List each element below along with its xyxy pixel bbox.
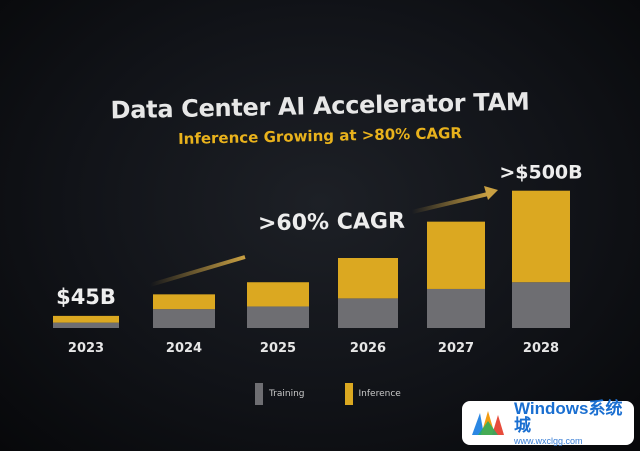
- trend-arrow-right: [411, 192, 489, 214]
- x-tick-label-2024: 2024: [166, 341, 202, 356]
- data-label-2028: >$500B: [499, 162, 582, 184]
- bar-inference-2027: [427, 221, 485, 289]
- bar-inference-2024: [153, 294, 215, 310]
- bar-training-2026: [338, 298, 398, 328]
- bar-inference-2026: [338, 258, 398, 299]
- bar-training-2025: [247, 306, 309, 328]
- windows-logo-icon: [470, 407, 506, 439]
- legend-item-training: Training: [255, 383, 305, 405]
- data-label-2023: $45B: [56, 285, 116, 309]
- trend-arrow-left: [149, 255, 246, 287]
- bar-training-2023: [53, 322, 119, 328]
- legend-label-inference: Inference: [358, 389, 401, 399]
- bar-training-2024: [153, 309, 215, 328]
- bar-training-2027: [427, 288, 485, 328]
- legend-label-training: Training: [269, 389, 305, 399]
- bar-inference-2023: [53, 315, 119, 323]
- bar-training-2028: [512, 282, 570, 328]
- legend-swatch-training: [255, 383, 263, 405]
- legend-item-inference: Inference: [344, 383, 401, 405]
- x-tick-label-2026: 2026: [350, 341, 386, 356]
- watermark-badge: Windows系统城 www.wxclgg.com: [462, 399, 634, 446]
- trend-arrow-head: [484, 186, 498, 200]
- x-tick-label-2028: 2028: [523, 341, 559, 356]
- x-tick-label-2027: 2027: [438, 341, 474, 356]
- cagr-annotation: >60% CAGR: [257, 208, 406, 237]
- legend-swatch-inference: [344, 383, 353, 405]
- x-tick-label-2023: 2023: [68, 341, 104, 356]
- legend: Training Inference: [255, 383, 433, 405]
- bar-inference-2025: [247, 282, 309, 307]
- watermark-main-text: Windows系统城: [514, 399, 623, 435]
- watermark-sub-text: www.wxclgg.com: [514, 436, 583, 446]
- x-tick-label-2025: 2025: [260, 341, 296, 356]
- bar-inference-2028: [512, 190, 570, 283]
